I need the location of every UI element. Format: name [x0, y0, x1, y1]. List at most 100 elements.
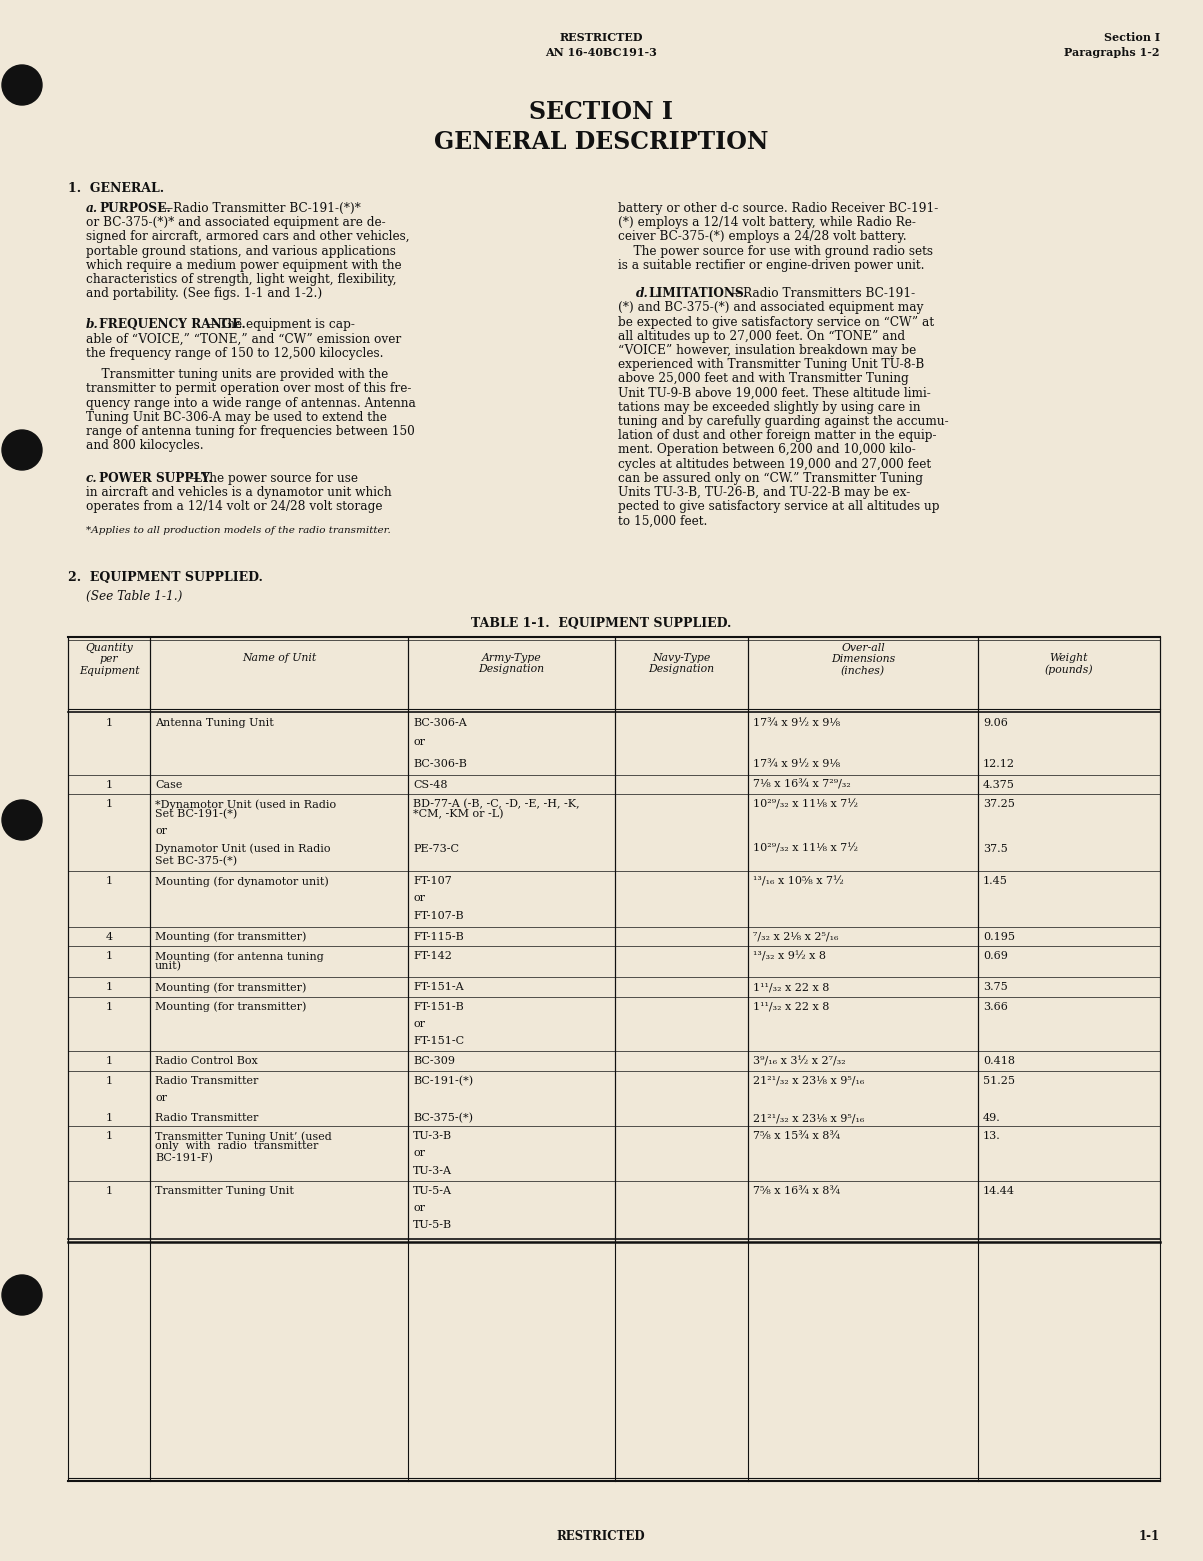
- Text: be expected to give satisfactory service on “CW” at: be expected to give satisfactory service…: [618, 315, 934, 329]
- Text: FT-151-C: FT-151-C: [413, 1037, 464, 1046]
- Text: 17¾ x 9½ x 9⅛: 17¾ x 9½ x 9⅛: [753, 759, 840, 770]
- Text: —The equipment is cap-: —The equipment is cap-: [207, 318, 355, 331]
- Text: 17¾ x 9½ x 9⅛: 17¾ x 9½ x 9⅛: [753, 718, 840, 727]
- Text: 9.06: 9.06: [983, 718, 1008, 727]
- Text: c.: c.: [85, 471, 97, 485]
- Text: 1: 1: [106, 1132, 113, 1141]
- Text: tations may be exceeded slightly by using care in: tations may be exceeded slightly by usin…: [618, 401, 920, 414]
- Text: portable ground stations, and various applications: portable ground stations, and various ap…: [85, 245, 396, 258]
- Text: unit): unit): [155, 962, 182, 971]
- Text: 21²¹/₃₂ x 23⅛ x 9⁵/₁₆: 21²¹/₃₂ x 23⅛ x 9⁵/₁₆: [753, 1076, 865, 1085]
- Text: BC-191-(*): BC-191-(*): [413, 1076, 473, 1086]
- Text: can be assured only on “CW.” Transmitter Tuning: can be assured only on “CW.” Transmitter…: [618, 471, 923, 485]
- Text: CS-48: CS-48: [413, 779, 448, 790]
- Text: able of “VOICE,” “TONE,” and “CW” emission over: able of “VOICE,” “TONE,” and “CW” emissi…: [85, 332, 402, 345]
- Text: 49.: 49.: [983, 1113, 1001, 1124]
- Text: TU-5-A: TU-5-A: [413, 1186, 452, 1196]
- Text: GENERAL DESCRIPTION: GENERAL DESCRIPTION: [434, 130, 769, 155]
- Text: 1: 1: [106, 1113, 113, 1124]
- Text: 3⁹/₁₆ x 3½ x 2⁷/₃₂: 3⁹/₁₆ x 3½ x 2⁷/₃₂: [753, 1057, 846, 1066]
- Text: and 800 kilocycles.: and 800 kilocycles.: [85, 439, 203, 453]
- Text: Paragraphs 1-2: Paragraphs 1-2: [1065, 47, 1160, 58]
- Text: Section I: Section I: [1104, 31, 1160, 44]
- Text: d.: d.: [636, 287, 648, 300]
- Text: transmitter to permit operation over most of this fre-: transmitter to permit operation over mos…: [85, 382, 411, 395]
- Text: BC-375-(*): BC-375-(*): [413, 1113, 473, 1124]
- Text: TU-3-A: TU-3-A: [413, 1166, 452, 1175]
- Text: ceiver BC-375-(*) employs a 24/28 volt battery.: ceiver BC-375-(*) employs a 24/28 volt b…: [618, 231, 907, 244]
- Circle shape: [2, 1275, 42, 1314]
- Text: 0.69: 0.69: [983, 951, 1008, 962]
- Text: 1: 1: [106, 799, 113, 809]
- Text: 4.375: 4.375: [983, 779, 1015, 790]
- Text: Transmitter Tuning Unit’ (used: Transmitter Tuning Unit’ (used: [155, 1132, 332, 1143]
- Text: a.: a.: [85, 201, 99, 215]
- Text: Transmitter Tuning Unit: Transmitter Tuning Unit: [155, 1186, 294, 1196]
- Text: Army-Type
Designation: Army-Type Designation: [479, 652, 545, 674]
- Text: 13.: 13.: [983, 1132, 1001, 1141]
- Text: PE-73-C: PE-73-C: [413, 843, 460, 854]
- Text: Unit TU-9-B above 19,000 feet. These altitude limi-: Unit TU-9-B above 19,000 feet. These alt…: [618, 387, 931, 400]
- Text: *CM, -KM or -L): *CM, -KM or -L): [413, 809, 504, 820]
- Text: Antenna Tuning Unit: Antenna Tuning Unit: [155, 718, 274, 727]
- Text: which require a medium power equipment with the: which require a medium power equipment w…: [85, 259, 402, 272]
- Text: above 25,000 feet and with Transmitter Tuning: above 25,000 feet and with Transmitter T…: [618, 373, 908, 386]
- Text: *Applies to all production models of the radio transmitter.: *Applies to all production models of the…: [85, 526, 391, 535]
- Text: range of antenna tuning for frequencies between 150: range of antenna tuning for frequencies …: [85, 425, 415, 439]
- Text: 1¹¹/₃₂ x 22 x 8: 1¹¹/₃₂ x 22 x 8: [753, 982, 829, 993]
- Text: characteristics of strength, light weight, flexibility,: characteristics of strength, light weigh…: [85, 273, 397, 286]
- Text: Mounting (for transmitter): Mounting (for transmitter): [155, 1002, 307, 1012]
- Text: operates from a 12/14 volt or 24/28 volt storage: operates from a 12/14 volt or 24/28 volt…: [85, 500, 383, 514]
- Text: Units TU-3-B, TU-26-B, and TU-22-B may be ex-: Units TU-3-B, TU-26-B, and TU-22-B may b…: [618, 485, 911, 500]
- Text: RESTRICTED: RESTRICTED: [559, 31, 642, 44]
- Text: FT-151-A: FT-151-A: [413, 982, 463, 993]
- Text: (*) and BC-375-(*) and associated equipment may: (*) and BC-375-(*) and associated equipm…: [618, 301, 924, 314]
- Text: lation of dust and other foreign matter in the equip-: lation of dust and other foreign matter …: [618, 429, 936, 442]
- Text: BC-306-A: BC-306-A: [413, 718, 467, 727]
- Text: b.: b.: [85, 318, 99, 331]
- Text: Quantity
per
Equipment: Quantity per Equipment: [78, 643, 140, 676]
- Text: pected to give satisfactory service at all altitudes up: pected to give satisfactory service at a…: [618, 500, 940, 514]
- Text: 1: 1: [106, 1076, 113, 1085]
- Text: 1: 1: [106, 1002, 113, 1012]
- Text: 1: 1: [106, 779, 113, 790]
- Text: 21²¹/₃₂ x 23⅛ x 9⁵/₁₆: 21²¹/₃₂ x 23⅛ x 9⁵/₁₆: [753, 1113, 865, 1124]
- Text: 2.  EQUIPMENT SUPPLIED.: 2. EQUIPMENT SUPPLIED.: [69, 571, 263, 584]
- Text: 1: 1: [106, 951, 113, 962]
- Text: signed for aircraft, armored cars and other vehicles,: signed for aircraft, armored cars and ot…: [85, 231, 410, 244]
- Text: TABLE 1-1.  EQUIPMENT SUPPLIED.: TABLE 1-1. EQUIPMENT SUPPLIED.: [470, 617, 731, 629]
- Text: (*) employs a 12/14 volt battery, while Radio Re-: (*) employs a 12/14 volt battery, while …: [618, 217, 915, 229]
- Text: SECTION I: SECTION I: [529, 100, 672, 123]
- Text: Mounting (for antenna tuning: Mounting (for antenna tuning: [155, 951, 324, 962]
- Text: 7⅝ x 15¾ x 8¾: 7⅝ x 15¾ x 8¾: [753, 1132, 840, 1141]
- Text: 37.25: 37.25: [983, 799, 1015, 809]
- Text: or: or: [413, 1149, 425, 1158]
- Text: 3.66: 3.66: [983, 1002, 1008, 1012]
- Text: 0.418: 0.418: [983, 1057, 1015, 1066]
- Text: 14.44: 14.44: [983, 1186, 1015, 1196]
- Text: FT-115-B: FT-115-B: [413, 932, 463, 941]
- Text: 7⅝ x 16¾ x 8¾: 7⅝ x 16¾ x 8¾: [753, 1186, 840, 1196]
- Text: battery or other d-c source. Radio Receiver BC-191-: battery or other d-c source. Radio Recei…: [618, 201, 938, 215]
- Text: or: or: [413, 893, 425, 904]
- Text: Radio Transmitter: Radio Transmitter: [155, 1113, 259, 1124]
- Text: RESTRICTED: RESTRICTED: [557, 1530, 645, 1542]
- Text: 1: 1: [106, 1057, 113, 1066]
- Text: FT-151-B: FT-151-B: [413, 1002, 463, 1012]
- Text: Set BC-191-(*): Set BC-191-(*): [155, 809, 237, 820]
- Text: 12.12: 12.12: [983, 759, 1015, 770]
- Text: 1.  GENERAL.: 1. GENERAL.: [69, 183, 164, 195]
- Text: Weight
(pounds): Weight (pounds): [1044, 652, 1094, 674]
- Text: BC-309: BC-309: [413, 1057, 455, 1066]
- Text: ⁷/₃₂ x 2⅛ x 2⁵/₁₆: ⁷/₃₂ x 2⅛ x 2⁵/₁₆: [753, 932, 838, 941]
- Text: Transmitter tuning units are provided with the: Transmitter tuning units are provided wi…: [85, 368, 389, 381]
- Text: Radio Transmitter: Radio Transmitter: [155, 1076, 259, 1085]
- Text: Dynamotor Unit (used in Radio: Dynamotor Unit (used in Radio: [155, 843, 331, 854]
- Text: Mounting (for transmitter): Mounting (for transmitter): [155, 982, 307, 993]
- Text: FT-107-B: FT-107-B: [413, 910, 463, 921]
- Text: ¹³/₃₂ x 9½ x 8: ¹³/₃₂ x 9½ x 8: [753, 951, 826, 962]
- Text: 10²⁹/₃₂ x 11⅛ x 7½: 10²⁹/₃₂ x 11⅛ x 7½: [753, 799, 858, 810]
- Text: or: or: [413, 1204, 425, 1213]
- Text: in aircraft and vehicles is a dynamotor unit which: in aircraft and vehicles is a dynamotor …: [85, 485, 392, 500]
- Text: POWER SUPPLY.: POWER SUPPLY.: [99, 471, 213, 485]
